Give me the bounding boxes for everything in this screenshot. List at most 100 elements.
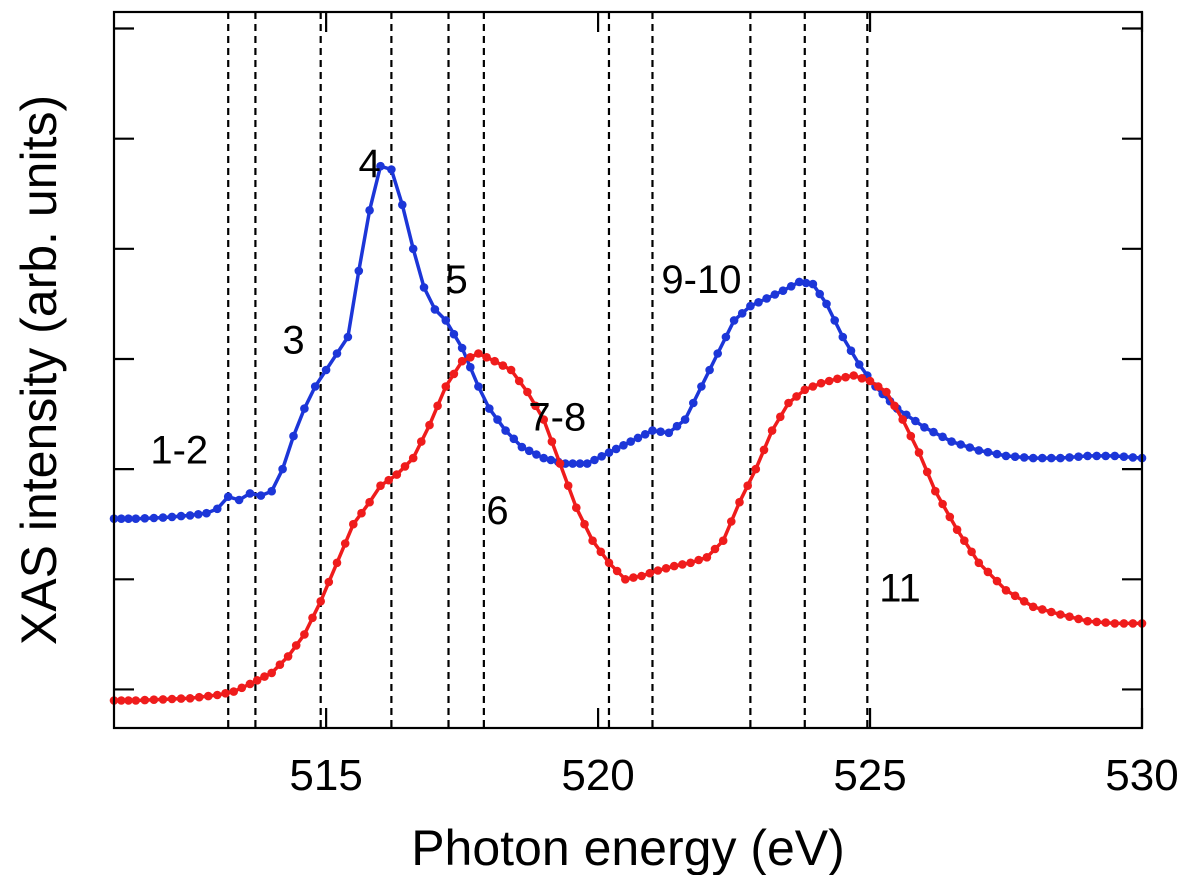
series-2-point bbox=[992, 576, 1002, 586]
series-2-point bbox=[792, 392, 801, 401]
series-1-point bbox=[408, 244, 418, 254]
x-tick-label: 530 bbox=[1105, 751, 1178, 800]
series-2-point bbox=[678, 560, 687, 569]
series-2-point bbox=[316, 597, 326, 606]
x-tick-labels: 515 520 525 530 bbox=[289, 751, 1178, 800]
series-2-point bbox=[824, 376, 834, 386]
series-1-point bbox=[611, 444, 621, 454]
series-1-point bbox=[441, 316, 451, 325]
series-2-point bbox=[945, 512, 955, 522]
series-2-point bbox=[417, 437, 426, 446]
series-1-point bbox=[1101, 451, 1110, 461]
series-1-point bbox=[1083, 451, 1092, 461]
series-2-point bbox=[555, 459, 565, 468]
series-1-point bbox=[449, 329, 459, 339]
series-1-point bbox=[664, 428, 674, 438]
series-1-point bbox=[983, 447, 993, 457]
series-2-point bbox=[140, 695, 150, 705]
series-1-point bbox=[633, 433, 643, 443]
series-1-point bbox=[938, 432, 947, 442]
series-1-point bbox=[457, 343, 467, 353]
series-2-point bbox=[882, 387, 891, 397]
series-1-point bbox=[846, 346, 856, 356]
series-2-point bbox=[229, 687, 238, 696]
series-2-point bbox=[898, 415, 907, 424]
series-2-point bbox=[661, 564, 671, 573]
series-2-point bbox=[743, 481, 752, 491]
series-1-point bbox=[1028, 453, 1038, 463]
series-2-point bbox=[267, 668, 277, 678]
series-1-point bbox=[956, 440, 965, 449]
series-1-point bbox=[992, 449, 1002, 459]
series-2-point bbox=[1101, 618, 1110, 627]
series-1-point bbox=[376, 161, 385, 171]
series-2-point bbox=[931, 486, 940, 496]
series-2-point bbox=[759, 445, 769, 455]
series-2-point bbox=[637, 571, 646, 581]
series-2-point bbox=[1028, 602, 1038, 612]
series-2-point bbox=[841, 372, 850, 382]
series-2-point bbox=[392, 470, 402, 479]
series-2-point bbox=[124, 696, 133, 705]
series-1-point bbox=[267, 486, 277, 496]
series-2-point bbox=[629, 573, 638, 582]
series-1-point bbox=[1110, 451, 1120, 461]
series-1-point bbox=[474, 382, 483, 391]
series-2-point bbox=[702, 553, 712, 562]
series-2-point bbox=[974, 558, 984, 568]
series-1-point bbox=[124, 514, 133, 523]
series-2-point bbox=[514, 376, 524, 386]
series-2-point bbox=[960, 536, 969, 545]
series-1-point bbox=[965, 443, 975, 452]
series-2-point bbox=[1065, 612, 1074, 621]
series-2-point bbox=[506, 365, 516, 375]
series-1-point bbox=[387, 165, 396, 174]
series-2-point bbox=[176, 694, 186, 703]
series-2-point bbox=[645, 568, 655, 578]
series-2-point bbox=[185, 694, 195, 703]
series-2-point bbox=[1083, 616, 1092, 626]
series-1-point bbox=[626, 437, 635, 446]
series-1-point bbox=[648, 426, 657, 435]
series-2-point bbox=[167, 694, 177, 704]
series-2-point bbox=[433, 401, 442, 411]
series-2-point bbox=[149, 695, 159, 704]
peak-label: 7-8 bbox=[528, 396, 586, 440]
series-1-point bbox=[245, 489, 255, 498]
series-1-point bbox=[430, 305, 440, 314]
series-2-point bbox=[621, 575, 630, 584]
series-1-point bbox=[838, 332, 848, 342]
series-1-point bbox=[300, 404, 309, 413]
series-2-point bbox=[482, 353, 491, 362]
series-1-point bbox=[815, 289, 824, 299]
series-2-point bbox=[324, 577, 334, 587]
series-2-point bbox=[449, 369, 459, 379]
series-1-point bbox=[770, 290, 780, 299]
series-2-point bbox=[751, 464, 761, 474]
series-2-point bbox=[800, 385, 810, 395]
series-1-point bbox=[746, 301, 755, 311]
series-1-point bbox=[194, 510, 203, 519]
series-2-point bbox=[275, 660, 285, 669]
series-1-point bbox=[929, 427, 938, 437]
series-2-point bbox=[400, 462, 410, 471]
series-1-point bbox=[604, 448, 614, 457]
series-2-point bbox=[669, 561, 679, 571]
series-2-point bbox=[283, 652, 293, 661]
axis-ticks bbox=[114, 12, 1144, 728]
series-2-point bbox=[221, 689, 230, 698]
series-2-point bbox=[237, 683, 247, 693]
series-1-point bbox=[697, 382, 706, 391]
series-2-point bbox=[710, 544, 720, 554]
series-2-line bbox=[114, 351, 1142, 703]
series-2-point bbox=[252, 676, 262, 685]
x-axis-label: Photon energy (eV) bbox=[411, 820, 845, 875]
series-1-point bbox=[795, 277, 804, 287]
series-1-point bbox=[539, 453, 548, 463]
series-2-point bbox=[291, 641, 301, 650]
series-1-point bbox=[640, 430, 650, 439]
series-2-point bbox=[604, 558, 614, 568]
series-2-point bbox=[849, 371, 858, 380]
series-1-point bbox=[713, 349, 722, 358]
